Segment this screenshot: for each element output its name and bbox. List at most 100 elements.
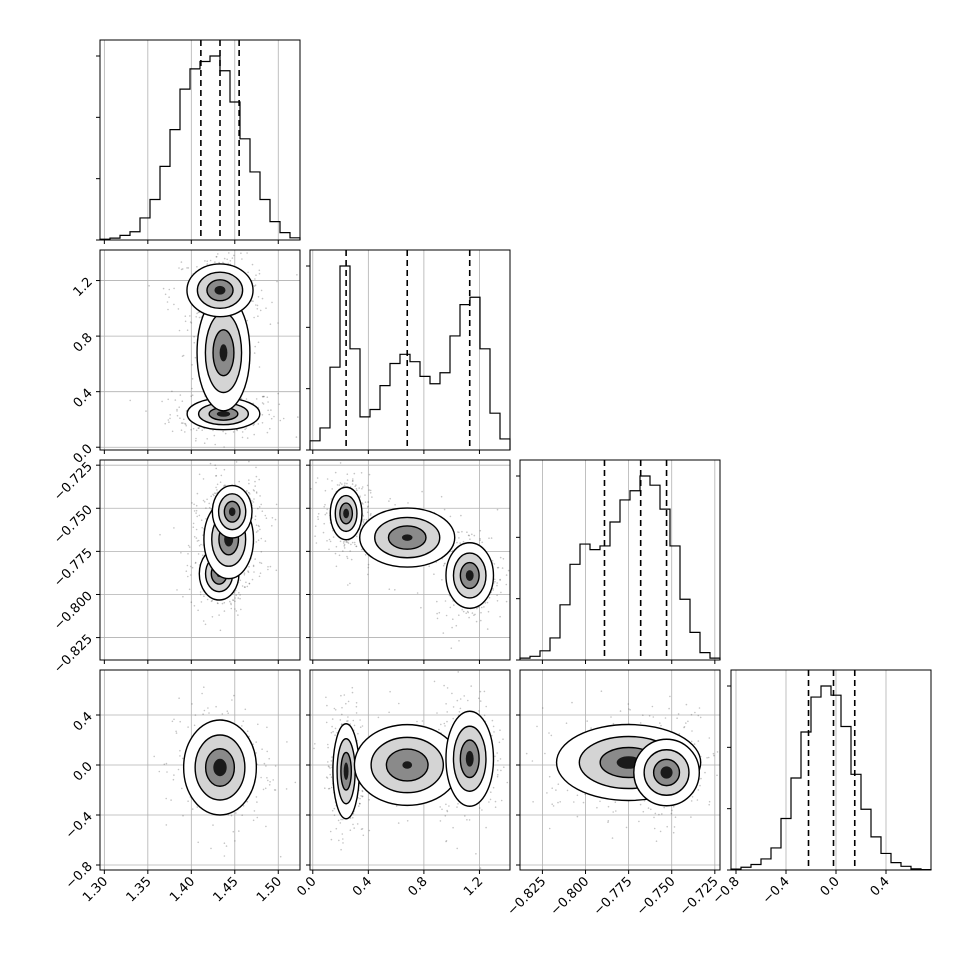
sample-point: [243, 574, 246, 576]
sample-point: [215, 255, 218, 258]
sample-point: [445, 840, 447, 843]
sample-point: [244, 586, 246, 588]
sample-point: [194, 561, 197, 564]
sample-point: [245, 581, 247, 584]
density-peak: [465, 570, 474, 581]
sample-point: [324, 503, 326, 506]
sample-point: [697, 714, 700, 717]
sample-point: [683, 726, 685, 729]
sample-point: [195, 512, 197, 514]
sample-point: [198, 316, 201, 319]
sample-point: [253, 352, 256, 354]
sample-point: [421, 490, 423, 493]
sample-point: [346, 555, 348, 558]
sample-point: [345, 702, 347, 705]
sample-point: [197, 553, 200, 555]
sample-point: [159, 533, 161, 536]
sample-point: [177, 308, 180, 310]
sample-point: [241, 814, 243, 816]
sample-point: [448, 805, 450, 807]
sample-point: [269, 323, 272, 326]
sample-point: [240, 252, 242, 254]
sample-point: [335, 827, 338, 830]
sample-point: [171, 390, 173, 393]
sample-point: [246, 585, 249, 588]
panel-frame: [99, 459, 301, 661]
sample-point: [619, 710, 622, 712]
sample-point: [496, 508, 499, 511]
sample-point: [566, 789, 569, 792]
sample-point: [197, 311, 200, 314]
sample-point: [704, 771, 706, 774]
sample-point: [488, 801, 490, 803]
sample-point: [395, 805, 398, 807]
sample-point: [234, 840, 236, 842]
sample-point: [507, 569, 510, 572]
x-tick-label: 1.2: [461, 874, 486, 899]
sample-point: [421, 720, 424, 722]
sample-point: [494, 806, 497, 808]
sample-point: [196, 492, 199, 495]
sample-point: [262, 396, 264, 398]
sample-point: [254, 515, 257, 517]
sample-point: [461, 608, 464, 611]
sample-point: [187, 575, 189, 578]
sample-point: [485, 826, 487, 829]
y-tick-label: 0.4: [71, 709, 96, 734]
sample-point: [474, 613, 476, 616]
sample-point: [341, 833, 344, 835]
sample-point: [176, 414, 179, 417]
sample-point: [246, 800, 249, 803]
sample-point: [394, 504, 396, 506]
sample-point: [369, 489, 372, 492]
sample-point: [480, 619, 482, 622]
sample-point: [240, 397, 243, 400]
sample-point: [277, 322, 279, 324]
sample-point: [245, 427, 248, 429]
sample-point: [642, 714, 644, 716]
sample-point: [224, 432, 227, 435]
sample-point: [590, 727, 592, 729]
sample-point: [261, 748, 263, 750]
grid-lines: [312, 250, 480, 450]
sample-point: [428, 565, 431, 568]
y-tick-label: −0.725: [51, 459, 96, 504]
sample-point: [329, 540, 332, 543]
sample-point: [342, 838, 344, 840]
sample-point: [223, 446, 225, 448]
sample-point: [362, 515, 365, 517]
sample-point: [491, 719, 494, 722]
sample-point: [183, 418, 185, 421]
sample-point: [229, 600, 231, 603]
sample-point: [178, 329, 181, 332]
sample-point: [268, 784, 271, 786]
panel-frame: [99, 669, 301, 871]
sample-point: [274, 765, 277, 767]
sample-point: [223, 842, 226, 844]
sample-point: [175, 730, 177, 733]
sample-point: [658, 813, 660, 816]
sample-point: [493, 578, 496, 581]
sample-point: [388, 588, 391, 590]
sample-point: [257, 507, 259, 510]
sample-point: [258, 506, 261, 508]
sample-point: [490, 791, 492, 793]
sample-point: [176, 410, 178, 412]
sample-point: [248, 492, 250, 494]
density-peak: [343, 762, 349, 780]
sample-point: [463, 695, 466, 697]
sample-point: [199, 593, 202, 596]
sample-point: [416, 720, 418, 723]
sample-point: [443, 684, 445, 687]
sample-point: [252, 424, 255, 427]
sample-point: [457, 803, 459, 805]
sample-point: [351, 483, 354, 485]
sample-point: [358, 805, 360, 807]
sample-point: [186, 267, 188, 269]
sample-point: [349, 723, 352, 725]
sample-point: [650, 808, 652, 811]
sample-point: [444, 725, 446, 727]
sample-point: [167, 398, 169, 401]
sample-point: [187, 800, 189, 802]
sample-point: [341, 713, 343, 716]
